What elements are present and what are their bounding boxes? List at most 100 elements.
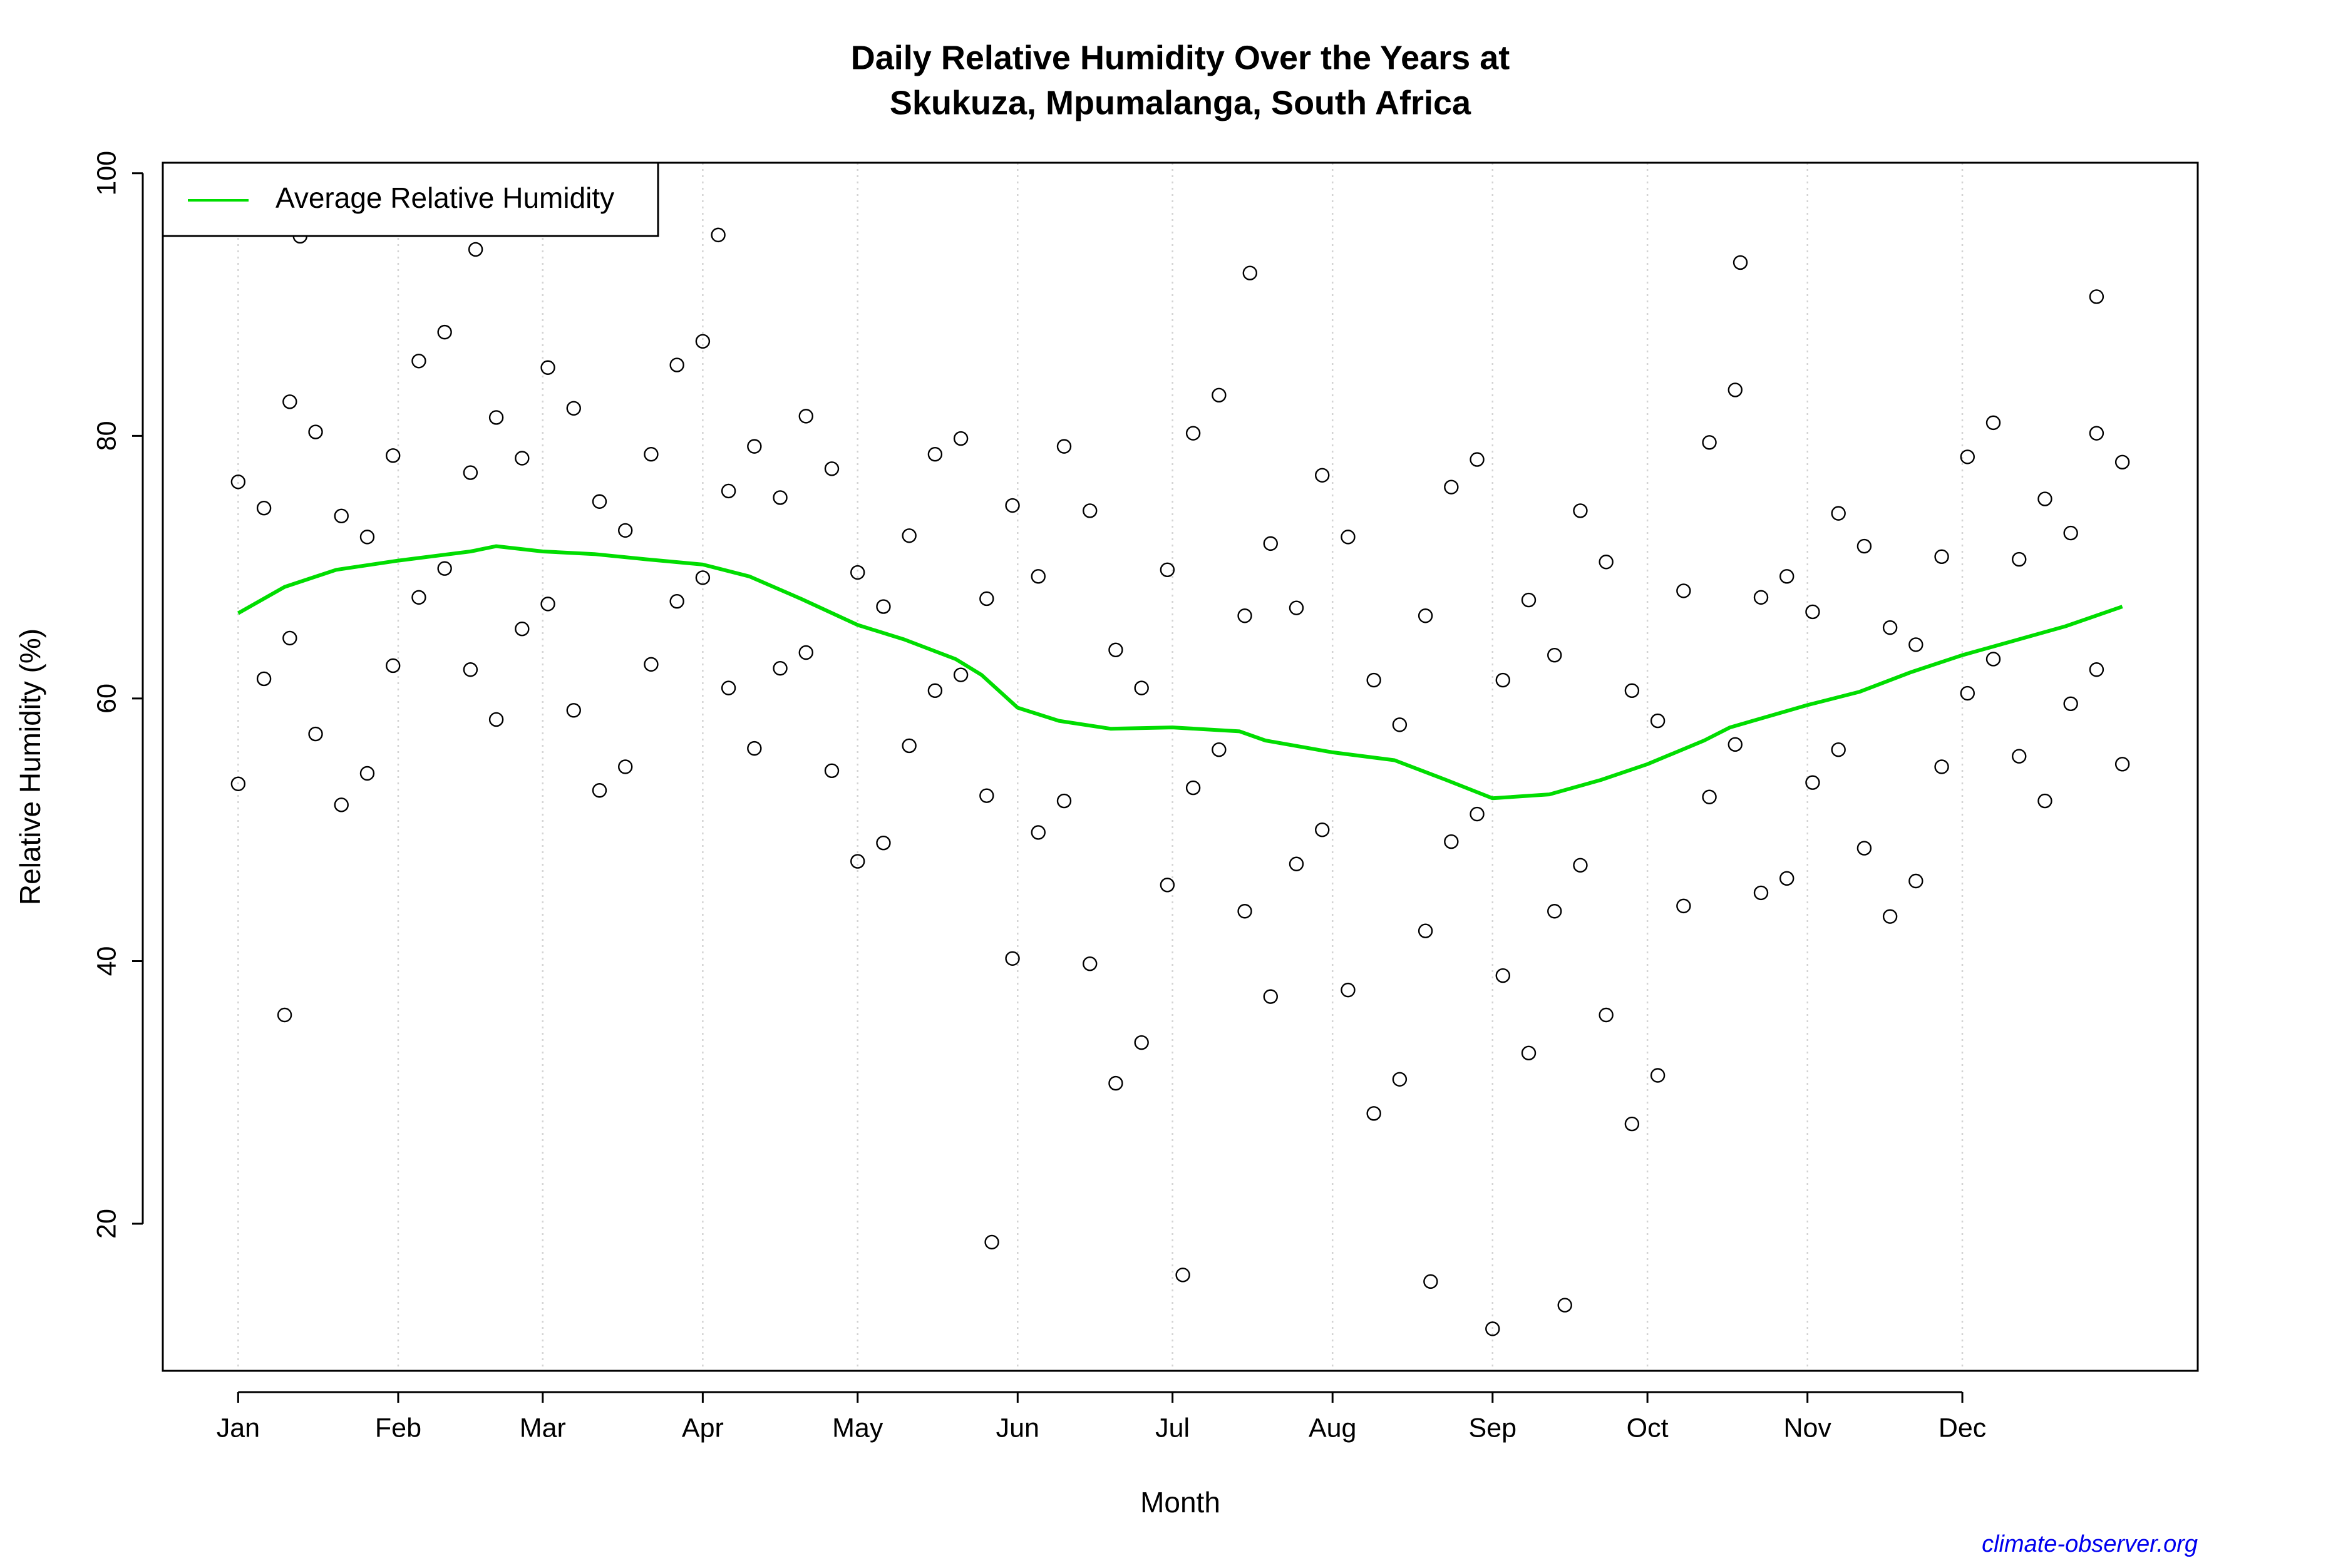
data-point (1960, 449, 1975, 464)
x-tick-label: Mar (520, 1413, 566, 1443)
data-point (1960, 685, 1975, 701)
data-point (1573, 858, 1588, 873)
data-point (1779, 871, 1794, 886)
data-point (1624, 1116, 1640, 1132)
data-point (308, 424, 323, 439)
x-tick-label: Feb (375, 1413, 421, 1443)
plot-area (230, 227, 2130, 1336)
data-point (747, 439, 762, 454)
data-point (2037, 793, 2052, 809)
data-point (1495, 968, 1510, 983)
data-point (876, 599, 891, 614)
average-line (237, 544, 2123, 801)
data-point (984, 1234, 999, 1250)
x-tick-label: Jun (996, 1413, 1039, 1443)
data-point (618, 523, 633, 538)
y-tick-label: 100 (91, 151, 121, 196)
data-point (359, 530, 375, 545)
data-point (1366, 1106, 1381, 1121)
data-point (1547, 647, 1562, 663)
data-point (850, 565, 865, 580)
data-point (1676, 583, 1691, 598)
data-point (644, 657, 659, 672)
data-point (1031, 825, 1046, 840)
data-point (1733, 255, 1748, 270)
data-point (1444, 834, 1459, 849)
data-point (711, 227, 726, 243)
data-point (515, 451, 530, 466)
data-point (1521, 592, 1537, 608)
data-point (1083, 503, 1098, 518)
data-point (2114, 757, 2130, 772)
data-point (230, 474, 246, 489)
data-point (1056, 793, 1072, 809)
x-tick-label: Dec (1939, 1413, 1986, 1443)
data-point (2114, 454, 2130, 470)
data-point (695, 570, 711, 585)
data-point (540, 597, 555, 612)
data-point (1134, 680, 1149, 695)
data-point (927, 447, 943, 462)
data-point (566, 703, 581, 718)
data-point (515, 622, 530, 637)
data-point (1985, 652, 2001, 667)
data-point (437, 561, 452, 576)
data-point (876, 835, 891, 851)
data-point (1005, 951, 1020, 966)
data-point (1485, 1321, 1500, 1336)
data-point (1289, 856, 1304, 871)
x-tick-label: Apr (682, 1413, 724, 1443)
data-point (1753, 885, 1769, 901)
data-point (334, 797, 349, 812)
plot-frame (162, 161, 2199, 1372)
data-point (953, 667, 969, 682)
data-point (1212, 387, 1227, 403)
y-tick-label: 40 (91, 946, 121, 976)
data-point (1134, 1035, 1149, 1050)
data-point (1908, 873, 1923, 889)
data-point (540, 360, 555, 375)
data-point (1805, 775, 1820, 790)
data-point (256, 501, 272, 516)
data-point (1056, 439, 1072, 454)
data-point (1237, 904, 1252, 919)
data-point (773, 490, 788, 505)
data-point (1212, 742, 1227, 757)
data-point (669, 593, 684, 609)
axes: Jan Feb Mar Apr May Jun Jul Aug Sep Oct Nov Dec 20 40… (91, 151, 1986, 1443)
data-point (1779, 569, 1794, 584)
data-point (1237, 608, 1252, 623)
data-point (927, 683, 943, 699)
data-point (1341, 982, 1356, 998)
data-point (1676, 898, 1691, 914)
data-point (359, 766, 375, 781)
data-point (1985, 415, 2001, 431)
data-point (1702, 435, 1717, 450)
legend: Average Relative Humidity (162, 161, 659, 237)
data-point (1908, 637, 1923, 652)
data-point (463, 662, 478, 677)
data-point (1728, 382, 1743, 397)
data-point (2012, 551, 2027, 567)
data-point (721, 680, 736, 695)
y-tick-label: 60 (91, 684, 121, 714)
data-point (1005, 498, 1020, 513)
data-point (468, 242, 483, 257)
data-point (1547, 904, 1562, 919)
data-point (566, 401, 581, 416)
data-point (1392, 1072, 1408, 1087)
data-point (902, 738, 917, 754)
data-point (1263, 536, 1278, 551)
x-tick-label: Sep (1469, 1413, 1517, 1443)
data-point (618, 759, 633, 774)
data-point (1185, 426, 1201, 441)
data-point (1418, 608, 1433, 623)
data-point (1702, 789, 1717, 804)
data-point (979, 591, 994, 607)
data-point (1315, 822, 1330, 838)
data-point (256, 671, 272, 687)
data-point (1263, 989, 1278, 1004)
data-point (1315, 468, 1330, 483)
legend-label: Average Relative Humidity (275, 182, 614, 214)
